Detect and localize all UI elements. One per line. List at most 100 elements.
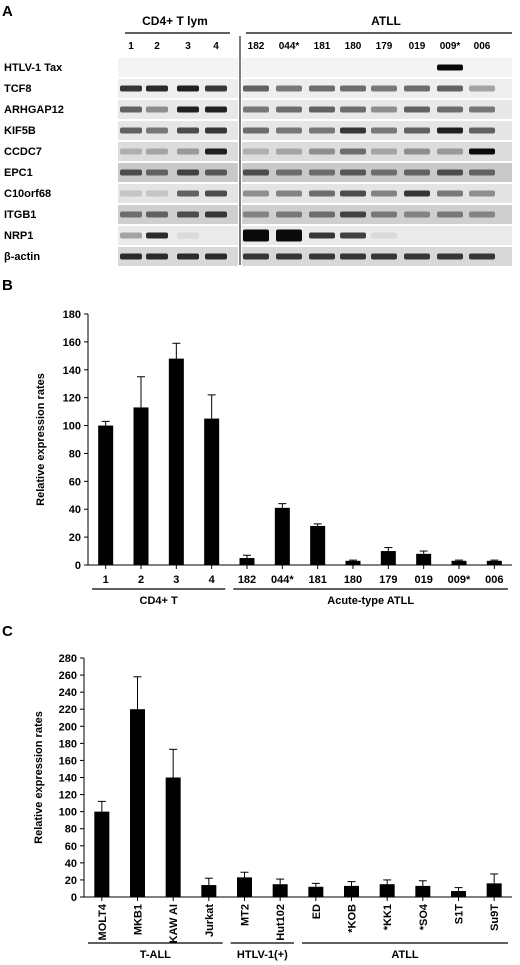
y-tick-label: 120: [63, 393, 81, 405]
gel-band: [437, 148, 463, 155]
gel-gene-label: HTLV-1 Tax: [4, 62, 63, 74]
bar: [204, 418, 220, 565]
gel-band: [469, 169, 495, 176]
gel-band: [404, 106, 430, 113]
gel-band: [243, 211, 269, 218]
gel-lane-label: 181: [314, 41, 331, 52]
gel-band: [469, 211, 495, 218]
panel-a: A CD4+ T lym ATLL 1 2 3 4 182 044* 181 180 179 01…: [2, 3, 512, 266]
gel-band: [120, 85, 142, 92]
gel-band: [146, 148, 168, 155]
gel-band: [469, 190, 495, 197]
gel-band: [371, 148, 397, 155]
x-tick-label: 019: [414, 574, 432, 586]
bar: [486, 883, 502, 897]
gel-gene-label: β-actin: [4, 251, 40, 263]
gel-band: [146, 106, 168, 113]
gel-band: [404, 211, 430, 218]
gel-band: [404, 85, 430, 92]
gel-lane-label: 179: [376, 41, 393, 52]
bar: [416, 553, 432, 565]
gel-band: [371, 253, 397, 260]
gel-band: [437, 106, 463, 113]
y-tick-label: 140: [59, 773, 77, 785]
gel-band: [276, 106, 302, 113]
x-tick-label: 180: [344, 574, 362, 586]
gel-row: ARHGAP12: [4, 100, 512, 119]
gel-band: [146, 232, 168, 239]
gel-lane-label: 1: [128, 41, 134, 52]
bar: [451, 891, 466, 897]
gel-rows: HTLV-1 Tax TCF8 ARHGAP12 KIF5B CCDC7 EPC1 C10o…: [4, 58, 512, 266]
panel-b: B 0 20 40 60 80 100 120 140 160 180 Relative expre…: [2, 277, 512, 607]
gel-band: [146, 253, 168, 260]
chart-c: 0 20 40 60 80 100 120 140 160 180 200 220 240 260 280 R…: [33, 653, 512, 961]
gel-lane-labels: 1 2 3 4 182 044* 181 180 179 019 009* 006: [128, 41, 491, 52]
gel-band: [243, 229, 269, 242]
gel-band: [309, 211, 335, 218]
gel-band: [340, 148, 366, 155]
gel-band: [205, 169, 227, 176]
y-axis-title: Relative expression rates: [35, 373, 47, 506]
gel-band: [340, 85, 366, 92]
gel-band: [309, 85, 335, 92]
gel-band: [205, 190, 227, 197]
gel-band: [177, 232, 199, 239]
bar: [274, 507, 290, 565]
gel-band: [276, 190, 302, 197]
bar: [133, 407, 149, 565]
y-tick-label: 200: [59, 721, 77, 733]
bar: [237, 877, 252, 897]
y-tick-label: 40: [65, 858, 77, 870]
gel-band: [120, 148, 142, 155]
gel-band: [437, 85, 463, 92]
gel-band: [243, 148, 269, 155]
gel-band: [177, 190, 199, 197]
gel-band: [243, 190, 269, 197]
gel-band: [437, 169, 463, 176]
gel-row: CCDC7: [4, 142, 512, 161]
x-tick-label: 182: [238, 574, 256, 586]
gel-strip-right: [242, 58, 512, 77]
gel-row: ITGB1: [4, 205, 512, 224]
bar: [451, 560, 467, 565]
x-tick-label: 009*: [448, 574, 471, 586]
group-label: T-ALL: [140, 949, 171, 961]
gel-band: [177, 148, 199, 155]
gel-band: [205, 211, 227, 218]
gel-band: [120, 232, 142, 239]
gel-lane-label: 009*: [440, 41, 461, 52]
gel-band: [340, 253, 366, 260]
y-tick-label: 80: [69, 448, 81, 460]
gel-band: [205, 253, 227, 260]
gel-band: [120, 169, 142, 176]
gel-strip-left: [118, 58, 238, 77]
gel-band: [146, 127, 168, 134]
x-tick-label: 2: [138, 574, 144, 586]
gel-gene-label: C10orf68: [4, 188, 51, 200]
gel-band: [371, 232, 397, 239]
x-tick-label: MKB1: [133, 904, 145, 935]
y-tick-label: 160: [63, 337, 81, 349]
bar: [345, 560, 361, 565]
gel-band: [437, 64, 463, 71]
gel-band: [243, 127, 269, 134]
gel-band: [120, 106, 142, 113]
bar: [98, 425, 114, 565]
gel-row: C10orf68: [4, 184, 512, 203]
gel-band: [205, 106, 227, 113]
gel-gene-label: ITGB1: [4, 209, 36, 221]
bar: [379, 884, 395, 897]
group-label: HTLV-1(+): [237, 949, 288, 961]
bar: [380, 551, 396, 565]
gel-gene-label: TCF8: [4, 83, 32, 95]
x-tick-label: 044*: [271, 574, 294, 586]
x-tick-label: 3: [173, 574, 179, 586]
gel-band: [309, 106, 335, 113]
gel-band: [340, 232, 366, 239]
gel-band: [404, 190, 430, 197]
bar: [130, 709, 145, 897]
gel-band: [276, 85, 302, 92]
gel-band: [177, 106, 199, 113]
